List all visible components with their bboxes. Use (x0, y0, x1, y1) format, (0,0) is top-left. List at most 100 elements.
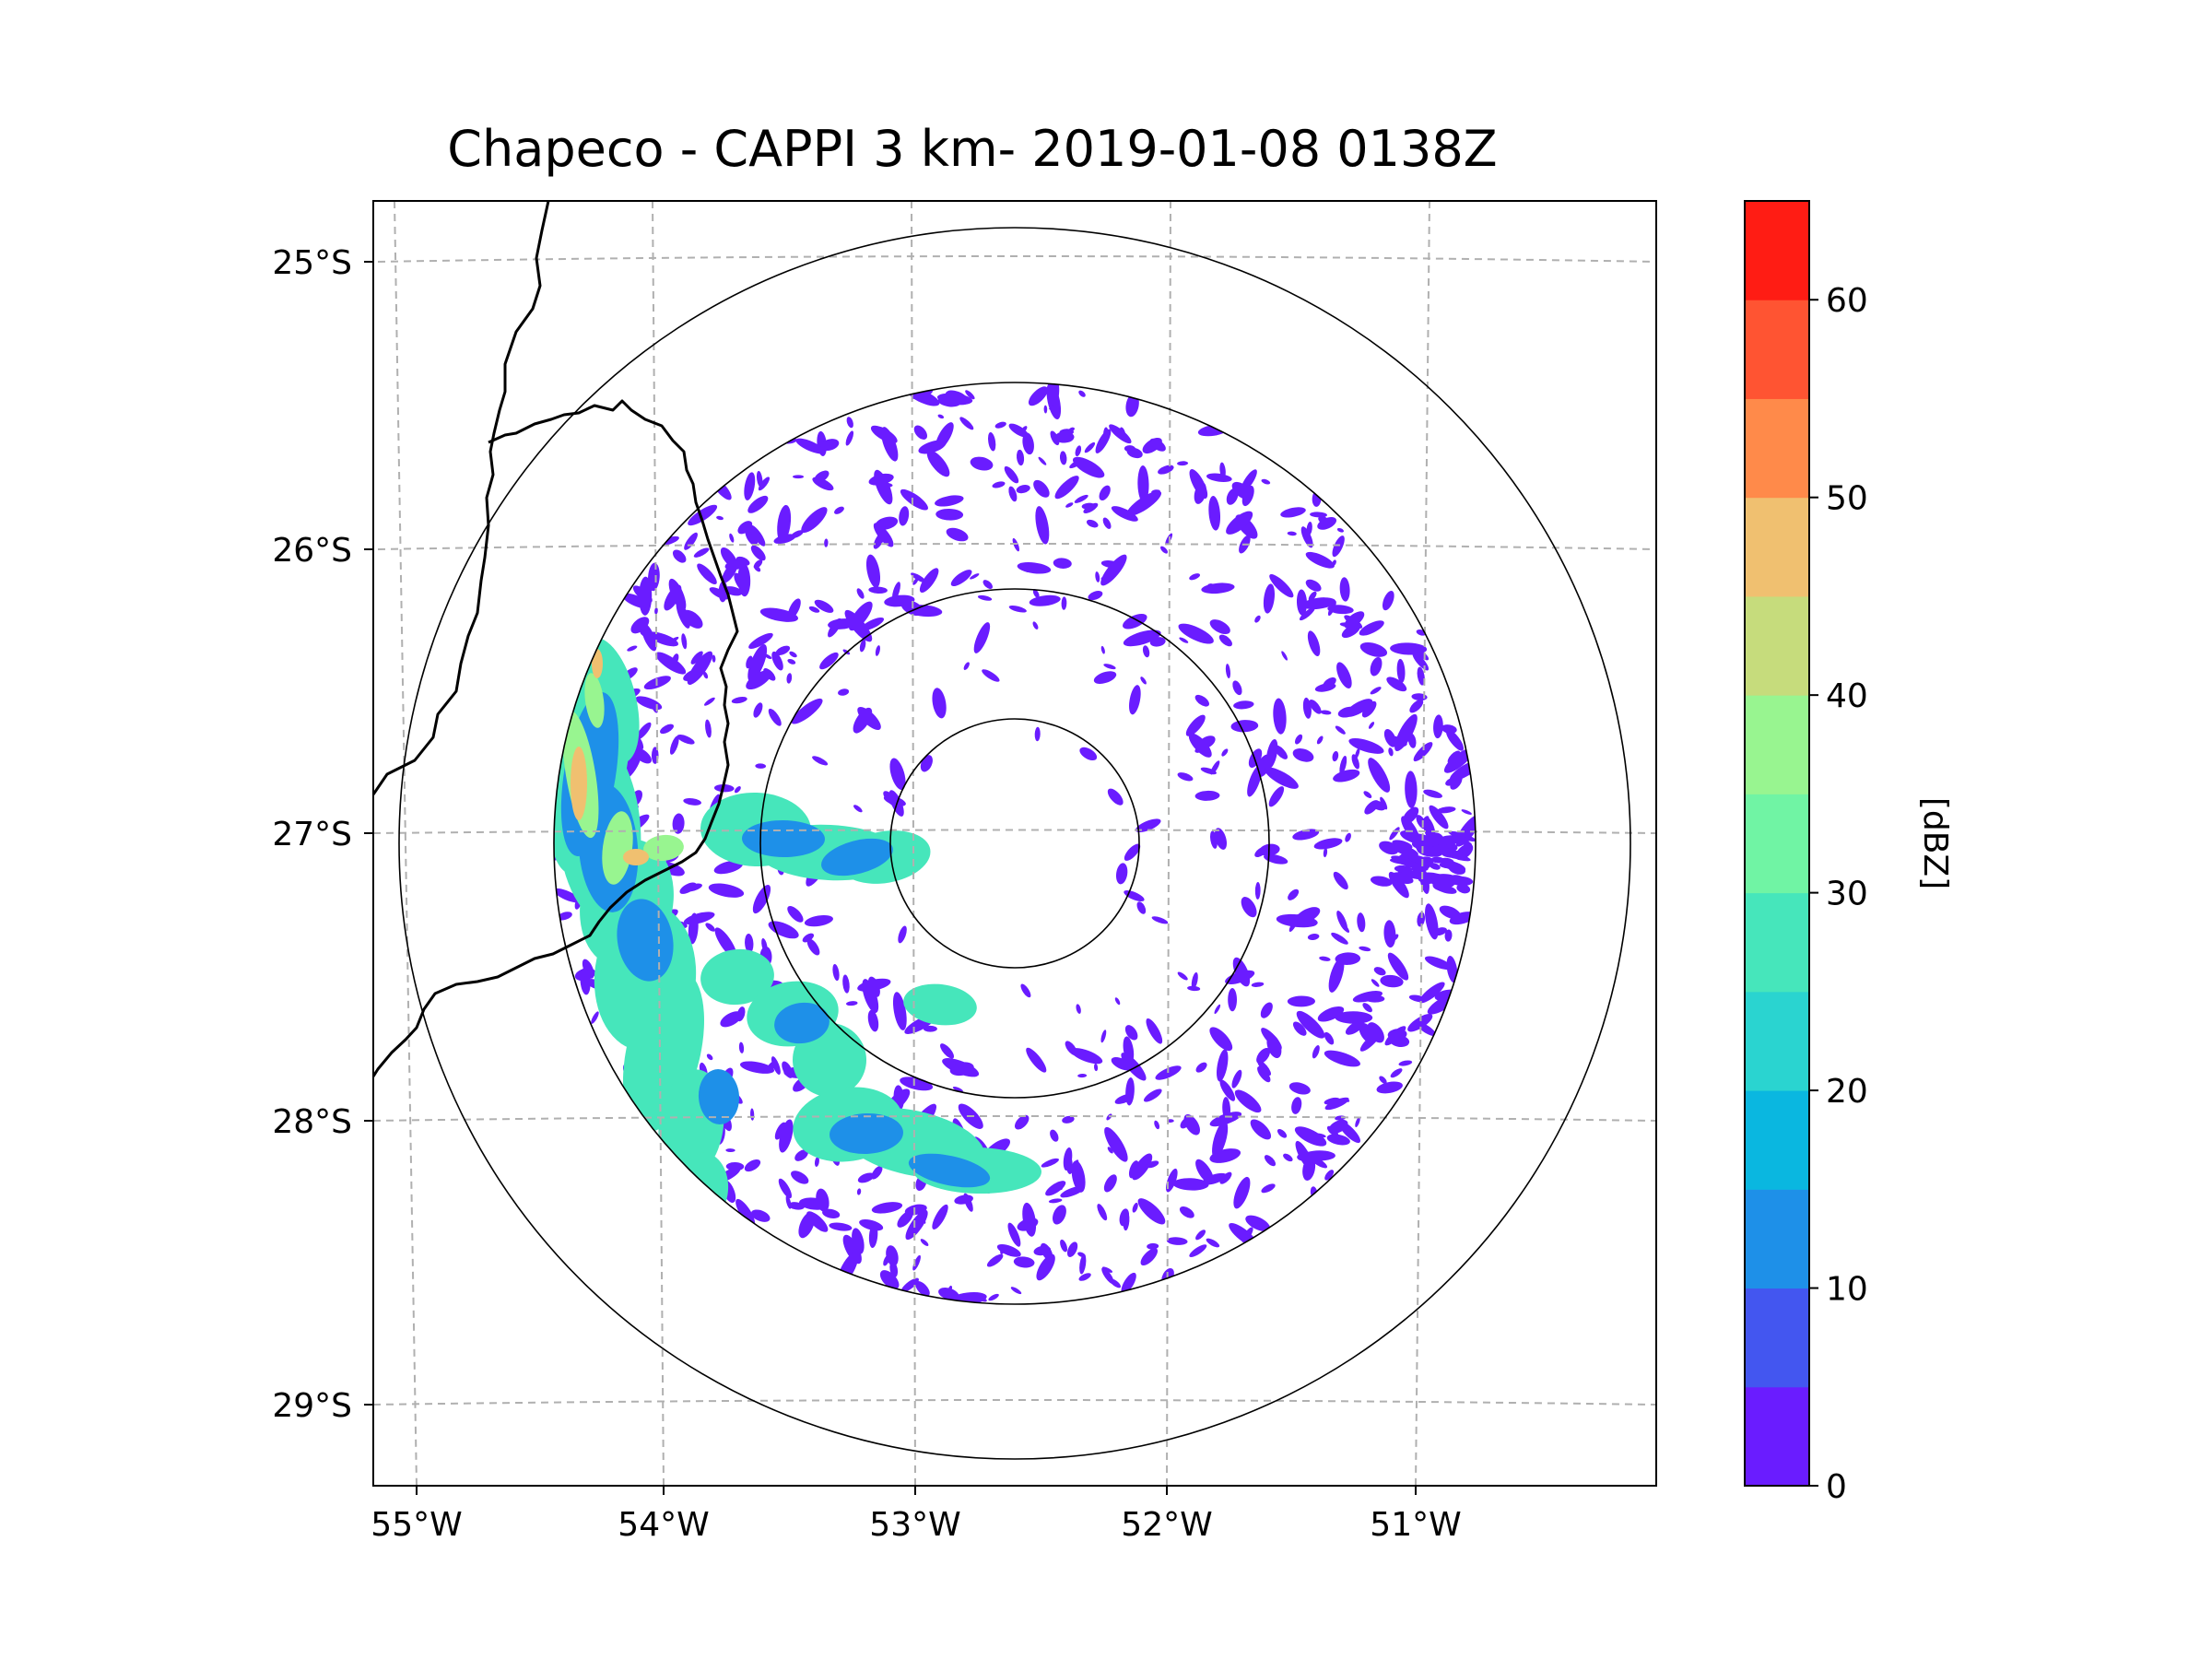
weak-echo (988, 1293, 999, 1301)
weak-echo (557, 912, 572, 921)
weak-echo (1266, 1034, 1282, 1059)
weak-echo (814, 599, 834, 613)
weak-echo (1094, 1063, 1099, 1072)
weak-echo (1228, 988, 1238, 1012)
range-rings (398, 227, 1631, 1460)
weak-echo (1370, 876, 1393, 887)
weak-echo (1231, 1069, 1242, 1088)
colorbar-segment (1745, 201, 1809, 300)
weak-echo (1103, 1174, 1117, 1193)
colorbar (1745, 201, 1809, 1487)
weak-echo (655, 652, 687, 675)
weak-echo (889, 758, 906, 791)
weak-echo (1143, 1088, 1162, 1102)
weak-echo (900, 1277, 919, 1293)
weak-echo (789, 651, 797, 658)
weak-echo (977, 594, 993, 601)
weak-echo (986, 1253, 1004, 1267)
colorbar-segment (1745, 794, 1809, 894)
weak-echo (1261, 478, 1271, 485)
weak-echo (1380, 974, 1404, 988)
rain-area (700, 948, 774, 1006)
weak-echo (1028, 386, 1048, 406)
weak-echo (1324, 1170, 1335, 1181)
weak-echo (688, 504, 718, 526)
weak-echo (871, 1202, 903, 1214)
weak-echo (1248, 748, 1263, 768)
map-axes-frame (372, 200, 1657, 1487)
weak-echo (1226, 511, 1253, 535)
weak-echo (994, 421, 1006, 429)
weak-echo (1257, 1065, 1271, 1083)
weak-echo (883, 795, 906, 806)
weak-echo (787, 658, 796, 665)
weak-echo (582, 959, 594, 979)
weak-echo (748, 632, 773, 649)
weak-echo (687, 651, 713, 685)
weak-echo (1309, 700, 1322, 714)
weak-echo (1299, 606, 1315, 621)
weak-echo (1233, 700, 1254, 710)
weak-echo (1065, 1153, 1073, 1174)
colorbar-segment (1745, 398, 1809, 499)
weak-echo (846, 417, 853, 429)
heavy-rain-core (584, 673, 605, 728)
weak-echo (1280, 507, 1306, 518)
weak-echo (1132, 1202, 1138, 1213)
weak-echo (1013, 1256, 1035, 1268)
weak-echo (1409, 699, 1424, 713)
weak-echo (856, 1188, 862, 1195)
weak-echo (1371, 979, 1380, 987)
weak-echo (923, 1025, 937, 1032)
weak-echo (554, 888, 581, 903)
weak-echo (1386, 677, 1407, 692)
weak-echo (1292, 829, 1320, 841)
weak-echo (779, 1119, 794, 1153)
weak-echo (1017, 1218, 1039, 1231)
weak-echo (1225, 970, 1255, 984)
colorbar-segment (1745, 695, 1809, 794)
weak-echo (1093, 671, 1117, 684)
weak-echo (963, 662, 970, 670)
weak-echo (1097, 1204, 1108, 1221)
weak-echo (1212, 1121, 1229, 1159)
weak-echo (820, 439, 840, 452)
weak-echo (1295, 1140, 1314, 1171)
weak-echo (1219, 1079, 1236, 1101)
lat-tick-label: 28°S (272, 1103, 352, 1141)
weak-echo (1177, 772, 1194, 782)
weak-echo (1370, 687, 1382, 695)
weak-echo (744, 472, 756, 500)
weak-echo (704, 697, 715, 706)
weak-echo (1441, 724, 1457, 734)
weak-echo (1411, 865, 1425, 874)
weak-echo (693, 547, 710, 558)
weak-echo (771, 651, 783, 671)
weak-echo (1111, 1057, 1133, 1071)
weak-echo (777, 504, 792, 543)
weak-echo (1362, 1003, 1372, 1013)
weak-echo (1088, 591, 1103, 601)
weak-echo (912, 1254, 921, 1271)
weak-echo (787, 598, 801, 619)
weak-echo (1442, 858, 1455, 868)
weak-echo (822, 1208, 841, 1218)
parallel-25s (377, 255, 1656, 263)
heavy-rain-peak (592, 649, 603, 678)
weak-echo (681, 633, 688, 650)
weak-echo (654, 606, 658, 615)
weak-echo (1245, 1215, 1271, 1232)
weak-echo (785, 1194, 792, 1209)
weak-echo (1231, 481, 1253, 500)
weak-echo (935, 508, 964, 521)
weak-echo (1288, 1082, 1311, 1095)
weak-echo (1137, 1198, 1166, 1225)
lat-tick-label: 25°S (272, 244, 352, 282)
weak-echo (1394, 865, 1413, 873)
weak-echo (1274, 745, 1288, 759)
weak-echo (1214, 1004, 1221, 1015)
weak-echo (1416, 1022, 1437, 1037)
weak-echo (926, 450, 950, 477)
weak-echo (905, 1209, 928, 1241)
